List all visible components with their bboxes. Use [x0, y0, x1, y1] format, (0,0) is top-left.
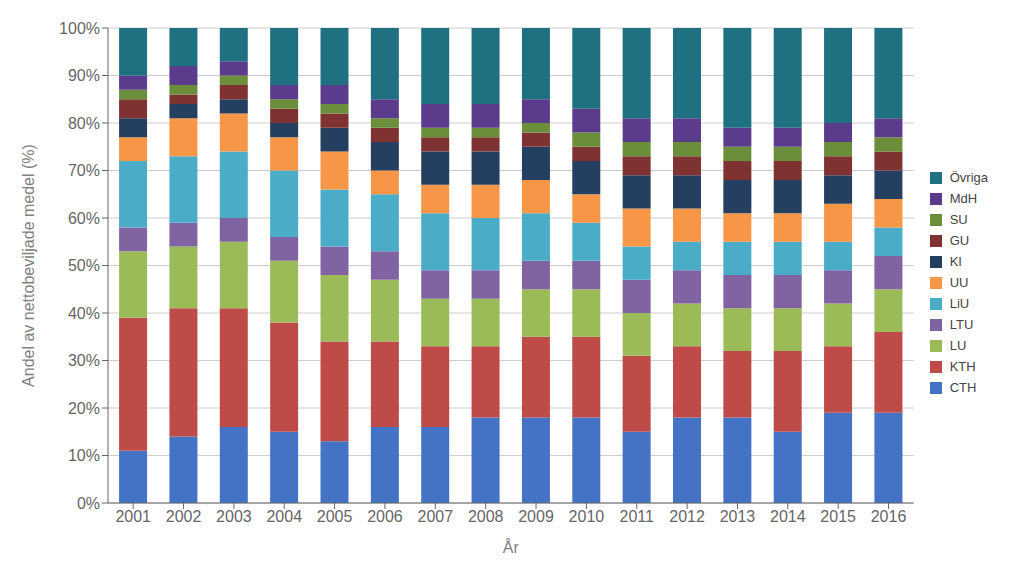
svg-text:År: År [503, 538, 520, 556]
svg-text:2001: 2001 [115, 508, 151, 525]
svg-text:10%: 10% [68, 447, 100, 464]
svg-text:2014: 2014 [770, 508, 806, 525]
svg-text:2004: 2004 [266, 508, 302, 525]
svg-text:80%: 80% [68, 115, 100, 132]
html-text:KI: KI [949, 254, 962, 269]
svg-text:2016: 2016 [871, 508, 907, 525]
svg-text:2011: 2011 [620, 508, 655, 525]
svg-text:2006: 2006 [367, 508, 403, 525]
svg-text:2010: 2010 [569, 508, 605, 525]
svg-text:2013: 2013 [720, 508, 756, 525]
html-text:LU: LU [949, 338, 967, 353]
svg-text:20%: 20% [68, 400, 100, 417]
svg-text:40%: 40% [68, 305, 100, 322]
svg-text:90%: 90% [68, 67, 100, 84]
svg-text:70%: 70% [68, 162, 100, 179]
svg-text:30%: 30% [68, 352, 100, 369]
svg-text:60%: 60% [68, 210, 100, 227]
svg-text:Andel av nettobeviljade medel: Andel av nettobeviljade medel (%) [20, 144, 37, 387]
svg-text:100%: 100% [59, 20, 100, 37]
svg-text:2009: 2009 [518, 508, 554, 525]
svg-text:2007: 2007 [418, 508, 454, 525]
html-text:UU: UU [949, 275, 969, 290]
html-text:SU: SU [949, 212, 968, 227]
svg-text:2012: 2012 [669, 508, 705, 525]
html-text:KTH: KTH [949, 359, 976, 374]
html-text:Övriga: Övriga [949, 170, 988, 185]
html-text:LiU: LiU [949, 296, 970, 311]
svg-text:2005: 2005 [317, 508, 353, 525]
svg-text:50%: 50% [68, 257, 100, 274]
svg-text:2015: 2015 [820, 508, 856, 525]
html-text:CTH: CTH [949, 380, 977, 395]
svg-text:0%: 0% [77, 495, 100, 512]
svg-text:2003: 2003 [216, 508, 252, 525]
html-text:LTU: LTU [949, 317, 974, 332]
svg-text:2008: 2008 [468, 508, 504, 525]
svg-text:2002: 2002 [166, 508, 202, 525]
html-text:GU: GU [949, 233, 970, 248]
html-text:MdH: MdH [949, 191, 978, 206]
